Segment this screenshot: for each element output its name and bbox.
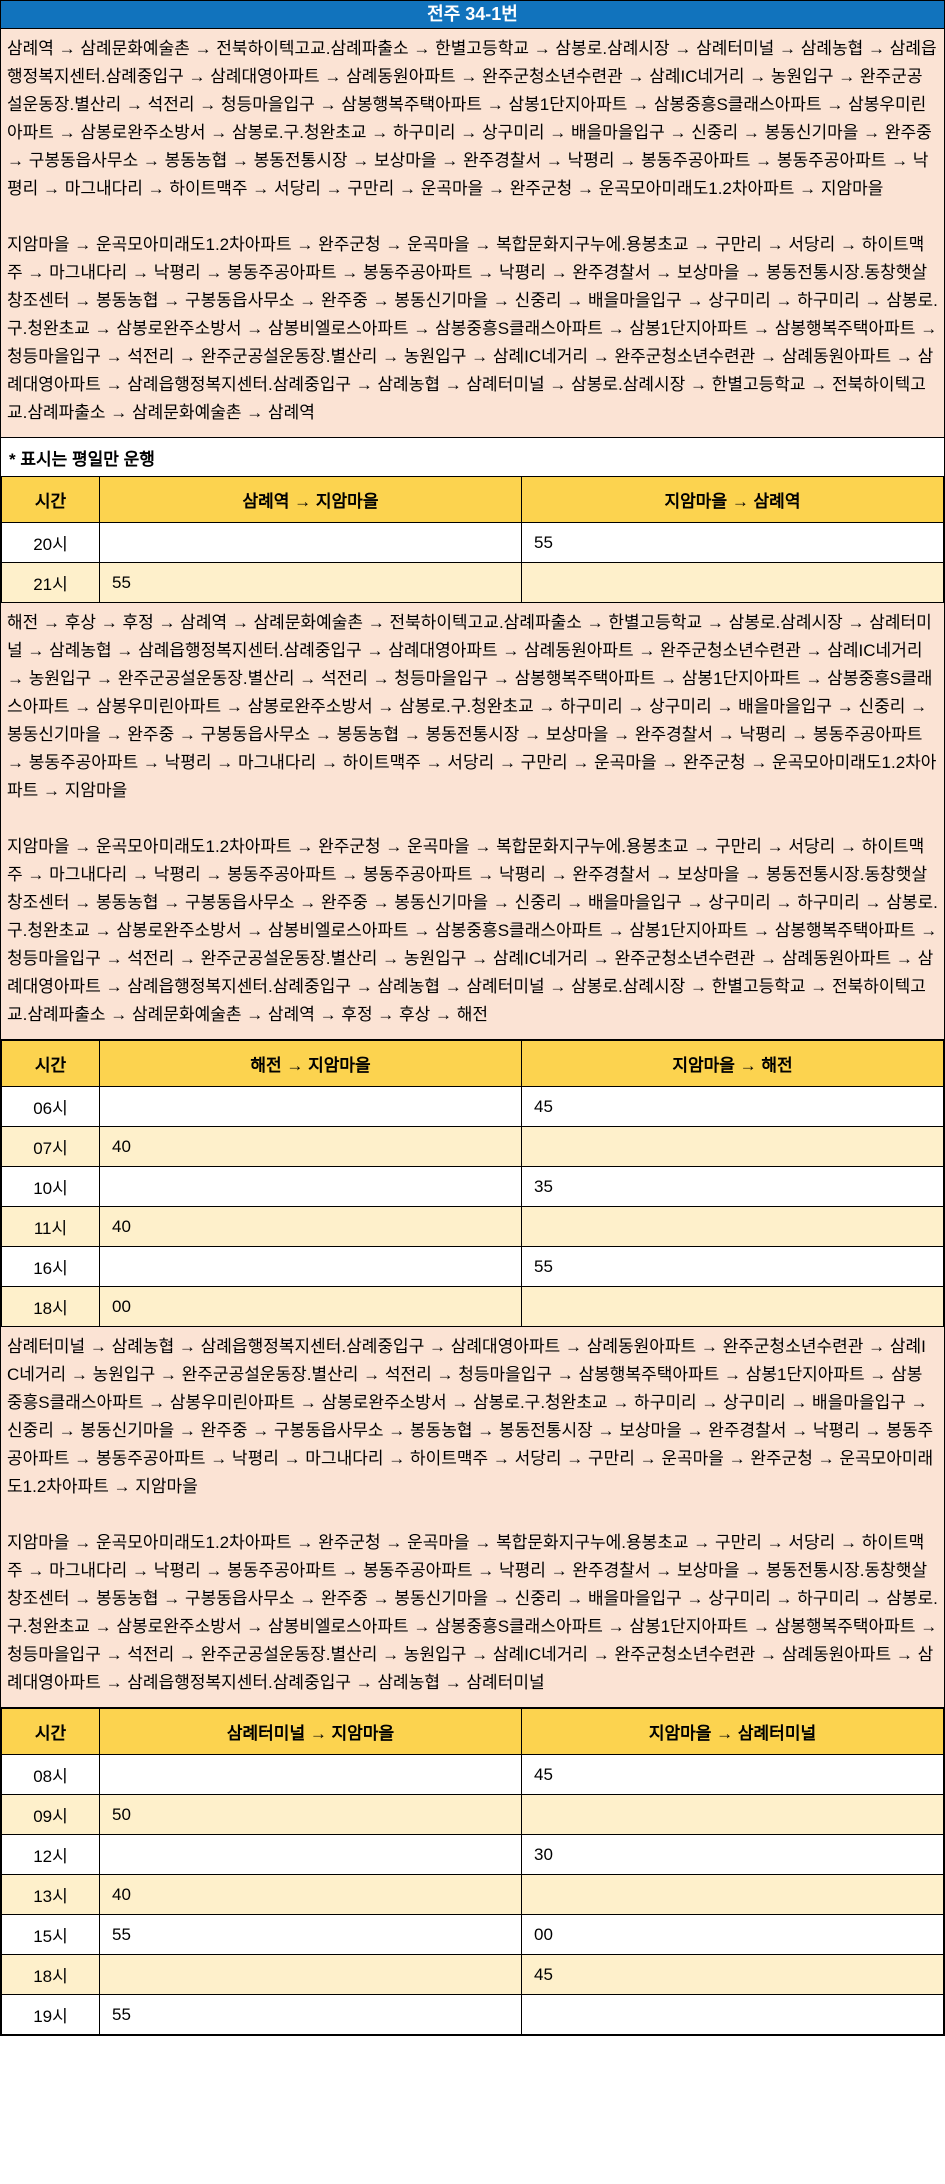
route-outbound-text: 삼례터미널 → 삼례농협 → 삼례읍행정복지센터.삼례중입구 → 삼례대영아파트… (7, 1337, 934, 1496)
column-header-inbound: 지암마을 → 삼례역 (521, 476, 944, 523)
table-row: 18시 45 (1, 1954, 944, 1995)
table-header-row: 시간 해전 → 지암마을 지암마을 → 해전 (1, 1040, 944, 1087)
route-outbound-text: 삼례역 → 삼례문화예술촌 → 전북하이텍고교.삼례파출소 → 한별고등학교 →… (7, 39, 937, 198)
time-cell: 10시 (1, 1166, 100, 1207)
table-row: 15시 55 00 (1, 1914, 944, 1955)
bus-timetable-page: 전주 34-1번 삼례역 → 삼례문화예술촌 → 전북하이텍고교.삼례파출소 →… (0, 0, 945, 2036)
column-header-outbound: 해전 → 지암마을 (99, 1040, 522, 1087)
outbound-minutes-cell: 40 (99, 1126, 522, 1167)
table-row: 11시 40 (1, 1206, 944, 1247)
route-inbound-text: 지암마을 → 운곡모아미래도1.2차아파트 → 완주군청 → 운곡마을 → 복합… (7, 1533, 938, 1692)
table-row: 16시 55 (1, 1246, 944, 1287)
time-cell: 20시 (1, 522, 100, 563)
table-row: 21시 55 (1, 562, 944, 603)
table-row: 06시 45 (1, 1086, 944, 1127)
outbound-minutes-cell (99, 1086, 522, 1127)
column-header-outbound: 삼례역 → 지암마을 (99, 476, 522, 523)
outbound-minutes-cell (99, 1166, 522, 1207)
inbound-minutes-cell: 00 (521, 1914, 944, 1955)
time-cell: 21시 (1, 562, 100, 603)
inbound-minutes-cell: 55 (521, 1246, 944, 1287)
time-cell: 19시 (1, 1994, 100, 2035)
outbound-minutes-cell: 55 (99, 1994, 522, 2035)
table-row: 19시 55 (1, 1994, 944, 2035)
time-cell: 12시 (1, 1834, 100, 1875)
outbound-minutes-cell: 50 (99, 1794, 522, 1835)
table-header-row: 시간 삼례역 → 지암마을 지암마을 → 삼례역 (1, 476, 944, 523)
outbound-minutes-cell (99, 1246, 522, 1287)
inbound-minutes-cell (521, 562, 944, 603)
outbound-minutes-cell: 55 (99, 562, 522, 603)
weekday-only-note: * 표시는 평일만 운행 (1, 438, 944, 476)
time-cell: 13시 (1, 1874, 100, 1915)
inbound-minutes-cell: 45 (521, 1954, 944, 1995)
table-header-row: 시간 삼례터미널 → 지암마을 지암마을 → 삼례터미널 (1, 1708, 944, 1755)
route-description-section-1: 삼례역 → 삼례문화예술촌 → 전북하이텍고교.삼례파출소 → 한별고등학교 →… (1, 29, 944, 438)
time-cell: 07시 (1, 1126, 100, 1167)
inbound-minutes-cell: 45 (521, 1086, 944, 1127)
column-header-time: 시간 (1, 476, 100, 523)
inbound-minutes-cell (521, 1286, 944, 1327)
route-description-section-3: 삼례터미널 → 삼례농협 → 삼례읍행정복지센터.삼례중입구 → 삼례대영아파트… (1, 1327, 944, 1708)
table-row: 08시 45 (1, 1754, 944, 1795)
table-row: 13시 40 (1, 1874, 944, 1915)
outbound-minutes-cell: 00 (99, 1286, 522, 1327)
inbound-minutes-cell (521, 1206, 944, 1247)
time-cell: 15시 (1, 1914, 100, 1955)
page-title: 전주 34-1번 (1, 1, 944, 29)
table-row: 20시 55 (1, 522, 944, 563)
inbound-minutes-cell (521, 1874, 944, 1915)
inbound-minutes-cell: 30 (521, 1834, 944, 1875)
table-row: 18시 00 (1, 1286, 944, 1327)
time-cell: 16시 (1, 1246, 100, 1287)
table-row: 07시 40 (1, 1126, 944, 1167)
outbound-minutes-cell: 40 (99, 1874, 522, 1915)
inbound-minutes-cell: 45 (521, 1754, 944, 1795)
timetable-samnye-station: 시간 삼례역 → 지암마을 지암마을 → 삼례역 20시 55 21시 55 (1, 476, 944, 603)
timetable-samnye-terminal: 시간 삼례터미널 → 지암마을 지암마을 → 삼례터미널 08시 45 09시 … (1, 1708, 944, 2035)
inbound-minutes-cell: 55 (521, 522, 944, 563)
timetable-haejeon: 시간 해전 → 지암마을 지암마을 → 해전 06시 45 07시 40 10시… (1, 1040, 944, 1327)
inbound-minutes-cell (521, 1126, 944, 1167)
time-cell: 06시 (1, 1086, 100, 1127)
time-cell: 09시 (1, 1794, 100, 1835)
column-header-outbound: 삼례터미널 → 지암마을 (99, 1708, 522, 1755)
inbound-minutes-cell (521, 1994, 944, 2035)
column-header-inbound: 지암마을 → 해전 (521, 1040, 944, 1087)
time-cell: 18시 (1, 1954, 100, 1995)
column-header-time: 시간 (1, 1708, 100, 1755)
outbound-minutes-cell (99, 522, 522, 563)
route-inbound-text: 지암마을 → 운곡모아미래도1.2차아파트 → 완주군청 → 운곡마을 → 복합… (7, 235, 938, 422)
route-description-section-2: 해전 → 후상 → 후정 → 삼례역 → 삼례문화예술촌 → 전북하이텍고교.삼… (1, 603, 944, 1040)
inbound-minutes-cell (521, 1794, 944, 1835)
inbound-minutes-cell: 35 (521, 1166, 944, 1207)
time-cell: 11시 (1, 1206, 100, 1247)
table-row: 09시 50 (1, 1794, 944, 1835)
outbound-minutes-cell (99, 1954, 522, 1995)
outbound-minutes-cell (99, 1754, 522, 1795)
time-cell: 18시 (1, 1286, 100, 1327)
outbound-minutes-cell (99, 1834, 522, 1875)
table-row: 12시 30 (1, 1834, 944, 1875)
column-header-inbound: 지암마을 → 삼례터미널 (521, 1708, 944, 1755)
route-inbound-text: 지암마을 → 운곡모아미래도1.2차아파트 → 완주군청 → 운곡마을 → 복합… (7, 837, 938, 1024)
table-row: 10시 35 (1, 1166, 944, 1207)
time-cell: 08시 (1, 1754, 100, 1795)
outbound-minutes-cell: 40 (99, 1206, 522, 1247)
route-outbound-text: 해전 → 후상 → 후정 → 삼례역 → 삼례문화예술촌 → 전북하이텍고교.삼… (7, 613, 937, 800)
outbound-minutes-cell: 55 (99, 1914, 522, 1955)
column-header-time: 시간 (1, 1040, 100, 1087)
